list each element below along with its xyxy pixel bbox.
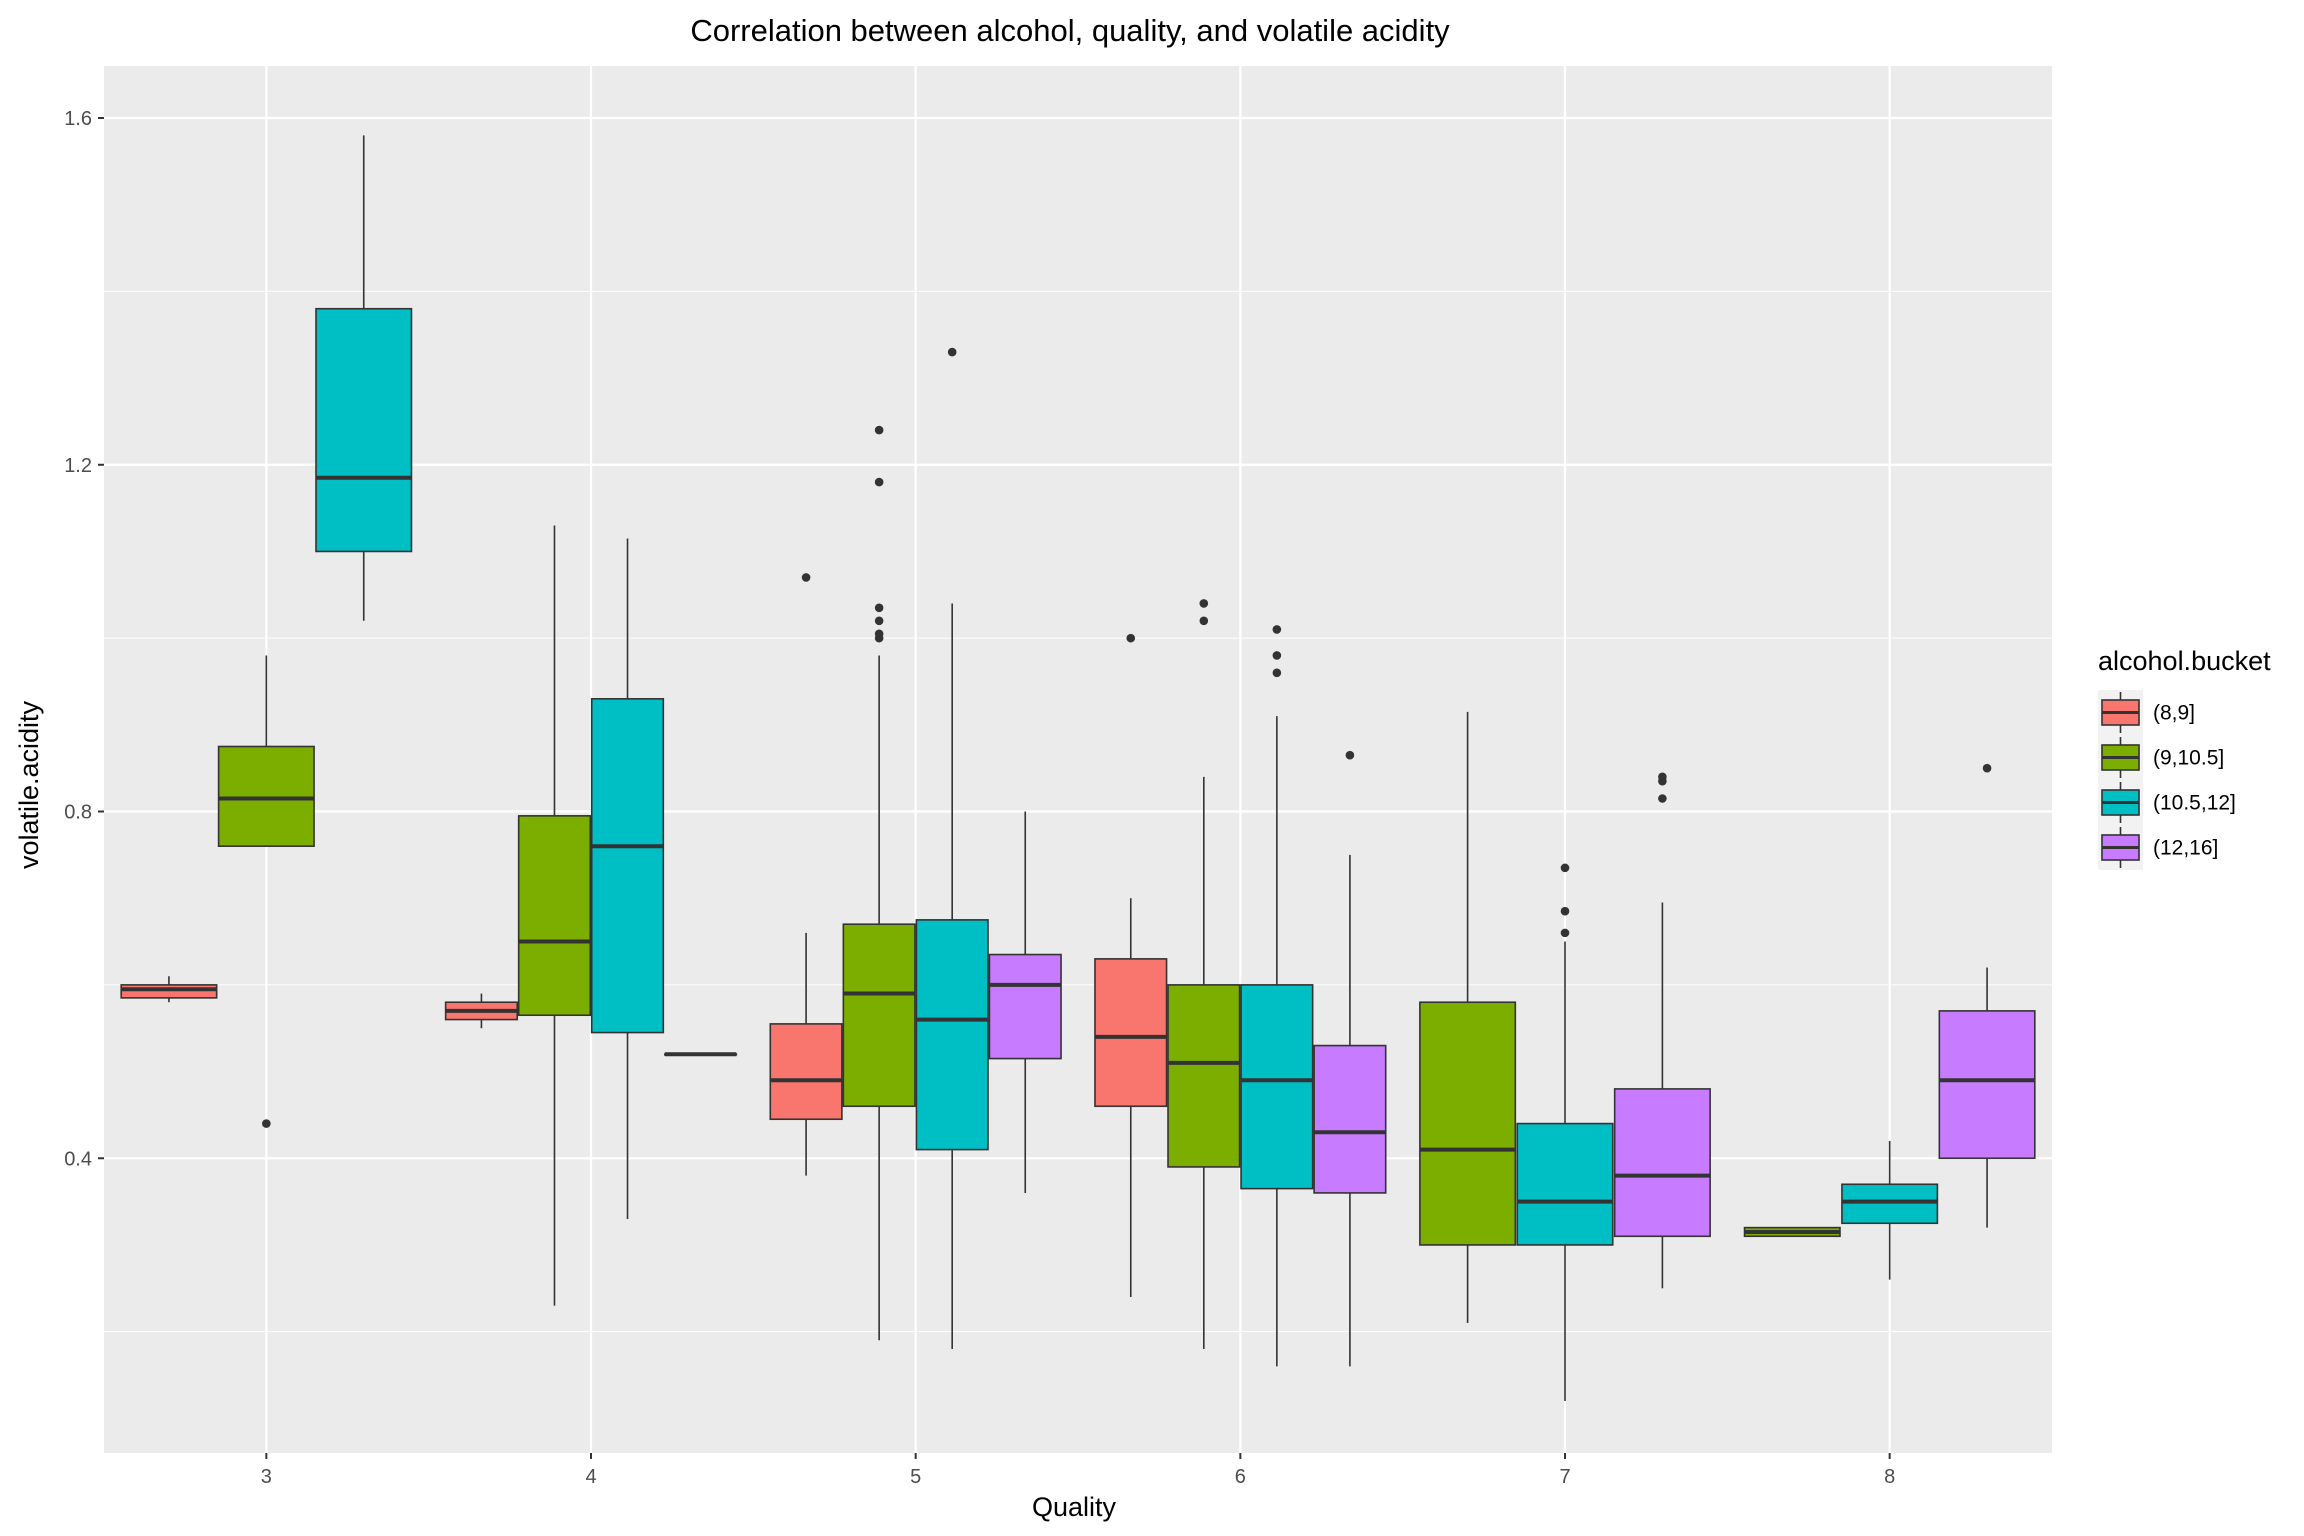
- box-body: [590, 698, 665, 1034]
- outlier-point: [947, 347, 957, 357]
- x-tick-label: 6: [1235, 1466, 1246, 1488]
- y-axis: 0.4 0.8 1.2 1.6: [64, 108, 104, 1170]
- outlier-point: [262, 1119, 271, 1128]
- box-body: [1313, 1044, 1387, 1194]
- box-body: [1167, 984, 1241, 1168]
- box-3-(10.5,12]: [315, 135, 413, 621]
- outlier-point: [1982, 763, 1992, 773]
- box-7-(10.5,12]: [1516, 863, 1614, 1401]
- box-body: [988, 953, 1062, 1060]
- box-body: [915, 919, 989, 1151]
- outlier-point: [1560, 906, 1570, 916]
- y-axis-title: volatile.acidity: [14, 700, 44, 869]
- box-4-(10.5,12]: [590, 538, 665, 1219]
- box-body: [1938, 1010, 2036, 1160]
- outlier-point: [874, 477, 884, 487]
- box-8-(12,16]: [1938, 763, 2036, 1228]
- box-6-(12,16]: [1313, 750, 1387, 1367]
- legend-label: (12,16]: [2153, 837, 2218, 860]
- box-8-(9,10.5]: [1743, 1226, 1841, 1238]
- legend-item: (10.5,12]: [2098, 780, 2236, 825]
- y-tick-label: 0.8: [64, 802, 92, 824]
- legend-label: (10.5,12]: [2153, 792, 2236, 815]
- legend: alcohol.bucket (8,9] (9,10.5] (10.5,12] (12…: [2098, 646, 2271, 870]
- box-7-(12,16]: [1613, 772, 1711, 1289]
- box-body: [517, 815, 592, 1017]
- outlier-point: [1560, 863, 1570, 873]
- box-body: [1613, 1088, 1711, 1238]
- box-body: [315, 307, 413, 553]
- outlier-point: [874, 425, 884, 435]
- x-tick-label: 4: [585, 1466, 596, 1488]
- box-6-(8,9]: [1094, 633, 1168, 1297]
- outlier-point: [1272, 625, 1282, 634]
- box-body: [120, 984, 218, 999]
- box-body: [1516, 1122, 1614, 1246]
- x-tick-label: 3: [261, 1466, 272, 1488]
- box-7-(9,10.5]: [1419, 711, 1517, 1323]
- plot-panel: [104, 66, 2052, 1453]
- legend-label: (9,10.5]: [2153, 747, 2224, 770]
- legend-item: (8,9]: [2098, 690, 2195, 735]
- box-5-(8,9]: [769, 573, 843, 1176]
- outlier-point: [1199, 599, 1209, 608]
- outlier-point: [1658, 772, 1667, 782]
- outlier-point: [874, 616, 884, 626]
- legend-item: (9,10.5]: [2098, 735, 2224, 780]
- legend-title: alcohol.bucket: [2098, 646, 2271, 676]
- box-4-(12,16]: [663, 1052, 738, 1057]
- outlier-point: [1272, 651, 1282, 660]
- legend-item: (12,16]: [2098, 825, 2218, 870]
- box-body: [217, 745, 315, 847]
- box-4-(9,10.5]: [517, 525, 592, 1306]
- box-body: [769, 1023, 843, 1121]
- y-tick-label: 1.6: [64, 108, 92, 130]
- outlier-point: [1560, 928, 1570, 938]
- x-tick-label: 8: [1884, 1466, 1895, 1488]
- box-3-(9,10.5]: [217, 655, 315, 1128]
- chart-title: Correlation between alcohol, quality, an…: [690, 13, 1450, 48]
- y-tick-label: 0.4: [64, 1148, 92, 1170]
- x-axis: 3 4 5 6 7 8: [261, 1453, 1895, 1488]
- box-5-(12,16]: [988, 811, 1062, 1193]
- outlier-point: [1272, 668, 1282, 678]
- box-4-(8,9]: [444, 993, 519, 1029]
- box-body: [1240, 984, 1314, 1190]
- outlier-point: [801, 573, 811, 582]
- x-tick-label: 5: [910, 1466, 921, 1488]
- x-tick-label: 7: [1559, 1466, 1570, 1488]
- box-5-(9,10.5]: [842, 425, 916, 1341]
- box-body: [1419, 1001, 1517, 1246]
- box-5-(10.5,12]: [915, 347, 989, 1349]
- box-body: [842, 923, 916, 1108]
- outlier-point: [1345, 750, 1355, 760]
- y-tick-label: 1.2: [64, 455, 92, 477]
- outlier-point: [874, 629, 884, 639]
- panel-background: [104, 66, 2052, 1453]
- x-axis-title: Quality: [1032, 1492, 1117, 1522]
- outlier-point: [1199, 616, 1209, 626]
- box-body: [1094, 958, 1168, 1108]
- box-8-(10.5,12]: [1841, 1140, 1939, 1280]
- box-3-(8,9]: [120, 976, 218, 1003]
- legend-label: (8,9]: [2153, 702, 2195, 725]
- outlier-point: [874, 603, 884, 613]
- box-body: [1841, 1183, 1939, 1225]
- outlier-point: [1126, 633, 1136, 643]
- box-6-(10.5,12]: [1240, 625, 1314, 1367]
- box-6-(9,10.5]: [1167, 599, 1241, 1349]
- outlier-point: [1658, 794, 1667, 803]
